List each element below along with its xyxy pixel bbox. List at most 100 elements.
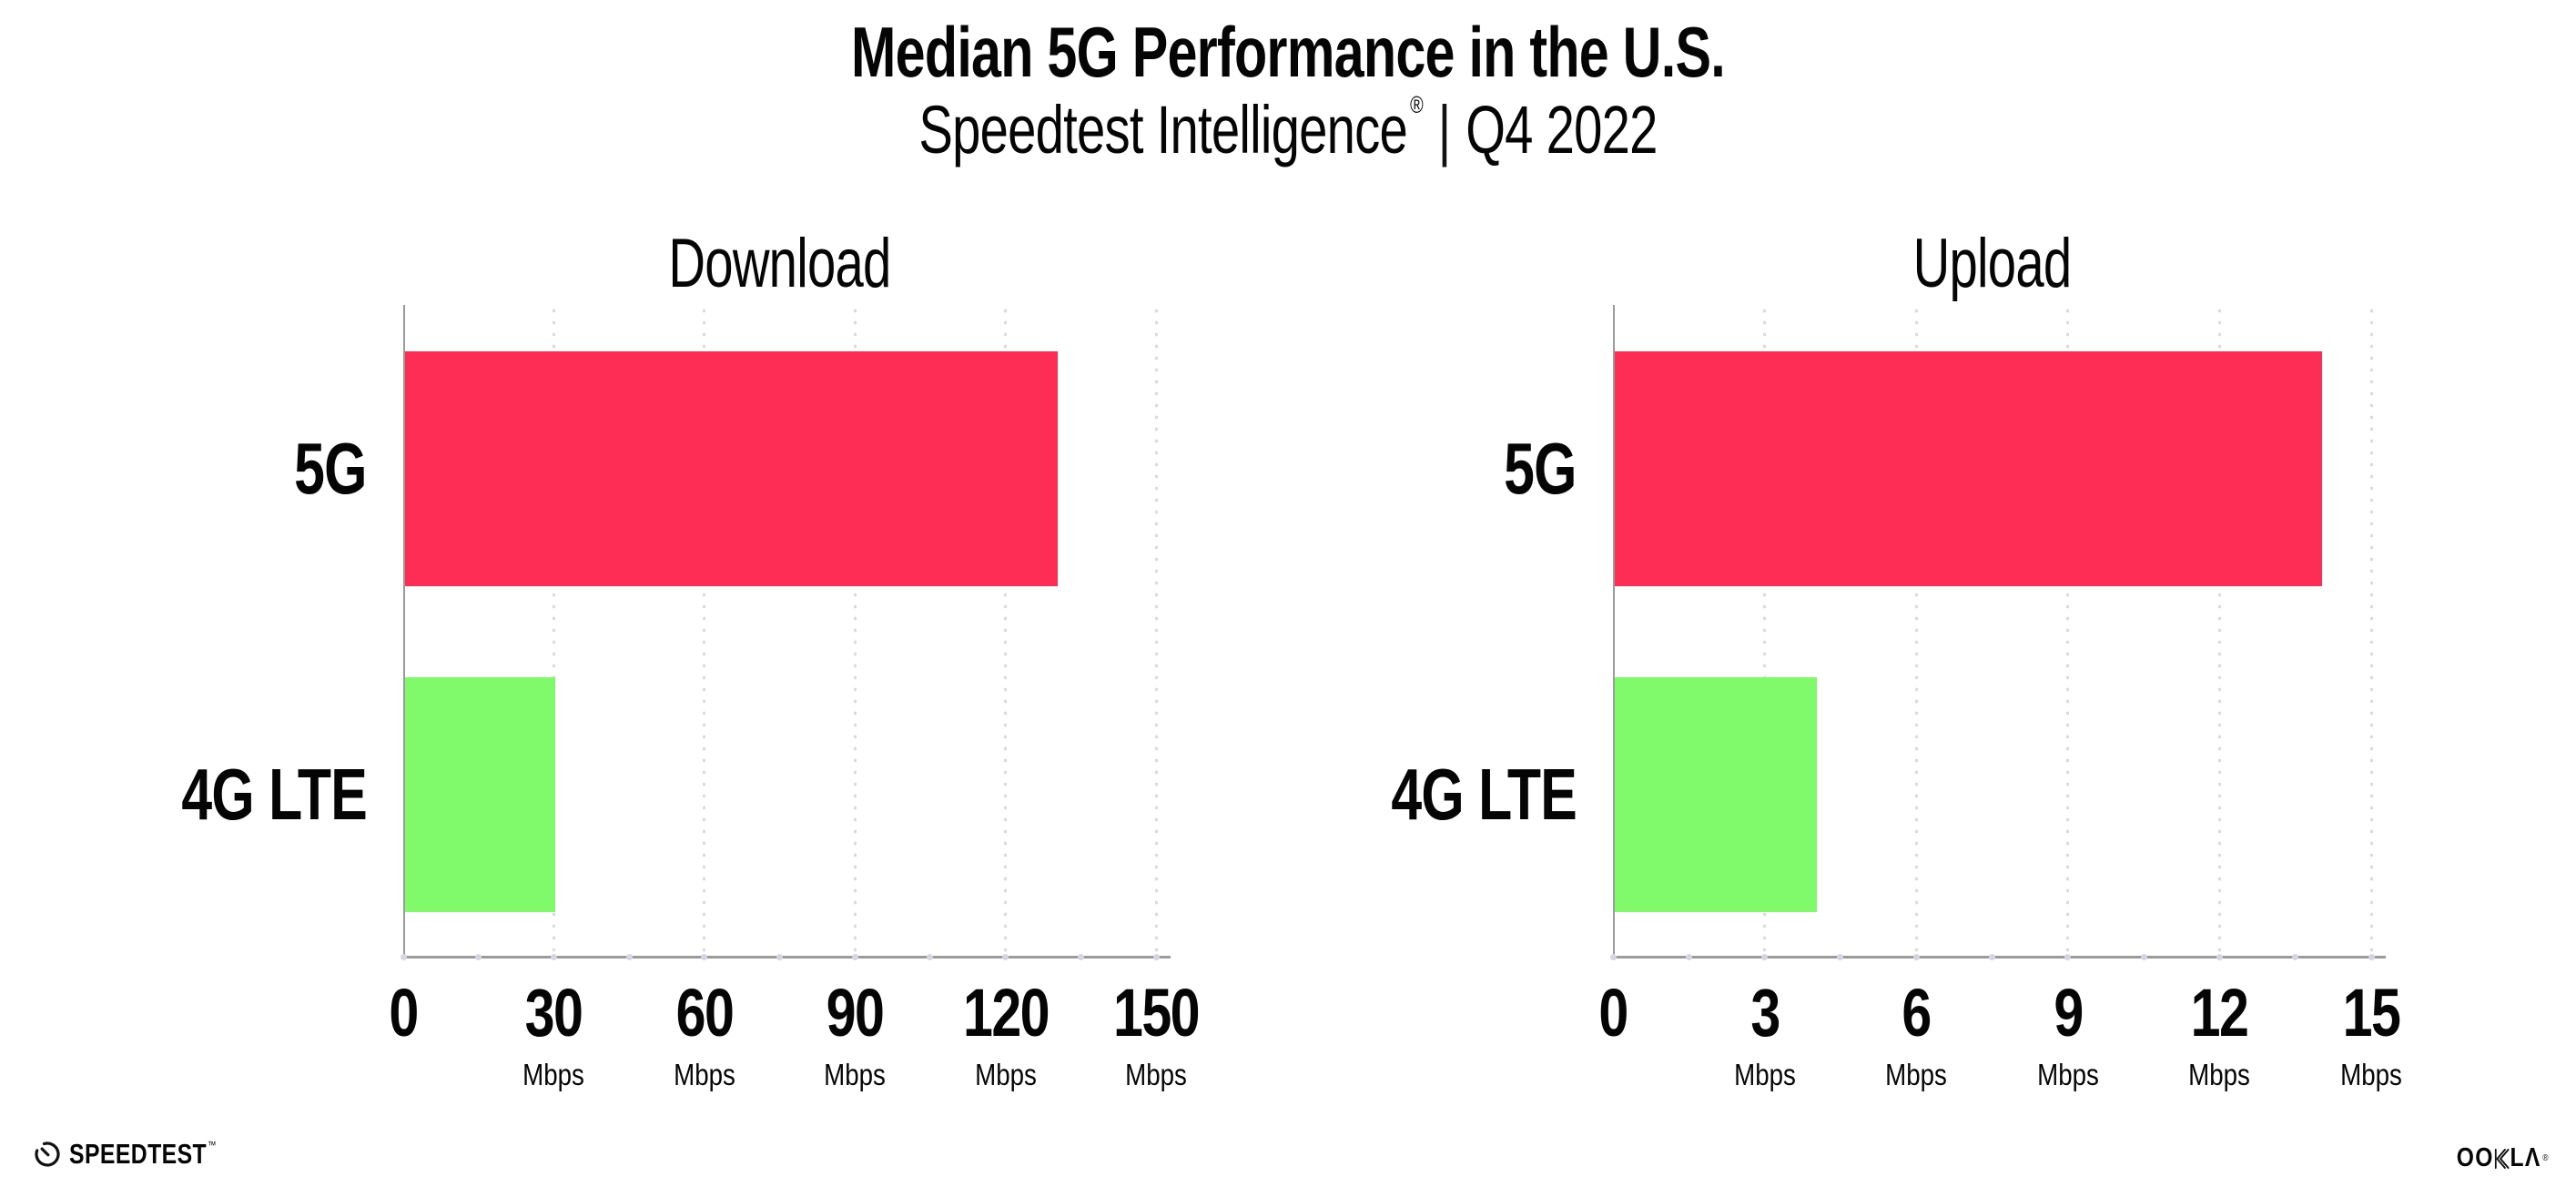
axis-tick-dot (1837, 954, 1844, 960)
axis-tick-dot (1761, 954, 1769, 960)
bar-4g-lte (405, 677, 556, 912)
x-axis-line (403, 956, 1171, 959)
x-gridline (2369, 305, 2373, 956)
x-tick-unit: Mbps (1125, 1058, 1187, 1091)
ookla-wordmark-la: LΛ (2510, 1143, 2542, 1172)
subtitle-period: Q4 2022 (1465, 92, 1658, 167)
x-tick: 9 Mbps (2031, 979, 2104, 1090)
x-tick-unit: Mbps (2188, 1058, 2251, 1091)
axis-tick-dot (475, 954, 482, 960)
axis-tick-dot (1002, 954, 1009, 960)
axis-tick-dot (1152, 954, 1160, 960)
x-tick: 60 Mbps (667, 979, 741, 1090)
x-tick-unit: Mbps (1733, 1058, 1796, 1091)
axis-tick-dot (851, 954, 858, 960)
x-tick: 12 Mbps (2183, 979, 2257, 1090)
axis-tick-dot (927, 954, 934, 960)
subtitle-brand: Speedtest Intelligence (918, 92, 1408, 167)
x-tick-number: 0 (389, 975, 419, 1050)
y-axis-line (1613, 305, 1615, 956)
x-tick-unit: Mbps (974, 1058, 1037, 1091)
x-gridline (853, 305, 857, 956)
category-label-4g-lte: 4G LTE (0, 754, 368, 836)
x-gridline (703, 305, 706, 956)
x-tick: 6 Mbps (1880, 979, 1953, 1090)
speedtest-wordmark-text: SPEEDTEST (69, 1138, 208, 1170)
x-gridline (1004, 305, 1008, 956)
x-tick-number: 60 (675, 975, 734, 1050)
category-label-4g-lte: 4G LTE (1176, 754, 1577, 836)
axis-tick-dot (2292, 954, 2299, 960)
ookla-logo: OO LΛ ® (2457, 1143, 2549, 1173)
x-tick-unit: Mbps (673, 1058, 735, 1091)
x-tick: 0 (385, 979, 421, 1047)
x-tick-number: 150 (1113, 975, 1201, 1050)
subtitle-separator: | (1437, 92, 1452, 167)
x-tick-number: 30 (525, 975, 583, 1050)
x-gridline (552, 305, 555, 956)
page-subtitle: Speedtest Intelligence ® | Q4 2022 (309, 91, 2267, 168)
bar-5g (1615, 351, 2323, 586)
x-tick-number: 120 (962, 975, 1050, 1050)
axis-tick-dot (2216, 954, 2223, 960)
category-label-text: 5G (294, 428, 367, 509)
x-tick-unit: Mbps (1885, 1058, 1948, 1091)
category-label-text: 4G LTE (1391, 754, 1577, 835)
speedtest-gauge-icon (35, 1141, 60, 1167)
chart-title-download: Download (668, 225, 891, 302)
x-tick: 90 Mbps (818, 979, 892, 1090)
x-tick-unit: Mbps (2340, 1058, 2402, 1091)
axis-tick-dot (2064, 954, 2072, 960)
x-tick: 15 Mbps (2335, 979, 2409, 1090)
axis-tick-dot (1609, 954, 1617, 960)
axis-tick-dot (550, 954, 557, 960)
x-tick-number: 9 (2054, 975, 2084, 1050)
axis-tick-dot (625, 954, 633, 960)
ookla-k-glyph (2495, 1148, 2510, 1169)
bar-5g (405, 351, 1058, 586)
page-title: Median 5G Performance in the U.S. (851, 12, 1726, 92)
x-tick-number: 15 (2342, 975, 2401, 1050)
x-gridline (1154, 305, 1158, 956)
ookla-wordmark-oo: OO (2457, 1143, 2495, 1172)
x-tick-number: 0 (1598, 975, 1628, 1050)
x-tick: 150 Mbps (1102, 979, 1209, 1090)
x-axis-line (1613, 956, 2386, 959)
x-gridline (1763, 305, 1767, 956)
speedtest-logo: SPEEDTEST™ (33, 1138, 253, 1171)
axis-tick-dot (1077, 954, 1084, 960)
x-tick: 30 Mbps (517, 979, 591, 1090)
axis-tick-dot (400, 954, 407, 960)
axis-tick-dot (2140, 954, 2147, 960)
x-tick-unit: Mbps (2036, 1058, 2099, 1091)
x-tick: 3 Mbps (1728, 979, 1801, 1090)
x-tick-unit: Mbps (522, 1058, 585, 1091)
axis-tick-dot (776, 954, 783, 960)
y-axis-line (403, 305, 405, 956)
x-tick-unit: Mbps (824, 1058, 887, 1091)
x-tick: 120 Mbps (952, 979, 1059, 1090)
trademark-mark: ™ (207, 1139, 217, 1151)
category-label-5g: 5G (0, 428, 367, 510)
x-tick-number: 6 (1902, 975, 1932, 1050)
x-tick-number: 12 (2191, 975, 2249, 1050)
category-label-text: 4G LTE (181, 754, 368, 835)
ookla-registered-mark: ® (2542, 1153, 2549, 1163)
axis-tick-dot (701, 954, 708, 960)
x-gridline (1914, 305, 1918, 956)
speedtest-wordmark: SPEEDTEST™ (69, 1138, 216, 1171)
chart-title-upload: Upload (1912, 225, 2073, 302)
axis-tick-dot (1989, 954, 1995, 960)
axis-tick-dot (1685, 954, 1692, 960)
x-gridline (2217, 305, 2221, 956)
registered-mark: ® (1410, 91, 1424, 118)
x-gridline (2066, 305, 2070, 956)
axis-tick-dot (2368, 954, 2375, 960)
bar-4g-lte (1615, 677, 1818, 912)
x-tick-number: 90 (826, 975, 885, 1050)
x-tick: 0 (1595, 979, 1630, 1047)
category-label-5g: 5G (1176, 428, 1577, 510)
axis-tick-dot (1912, 954, 1920, 960)
category-label-text: 5G (1504, 428, 1577, 509)
